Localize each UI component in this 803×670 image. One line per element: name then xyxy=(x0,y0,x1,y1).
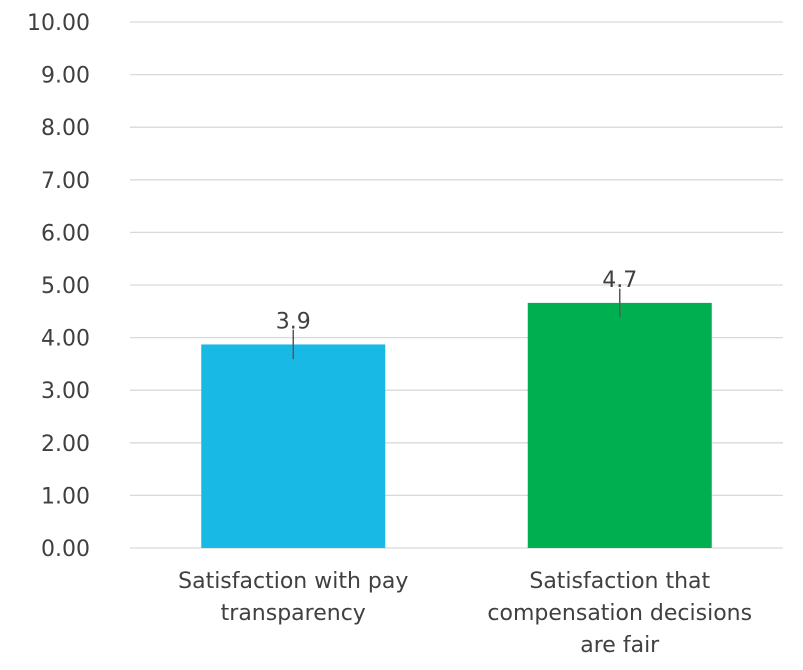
data-labels: 3.9 4.7 xyxy=(276,268,638,335)
x-category-label-line: Satisfaction with pay xyxy=(178,569,408,594)
error-bars xyxy=(292,288,621,360)
y-tick-label: 0.00 xyxy=(41,537,90,562)
y-tick-label: 7.00 xyxy=(41,169,90,194)
y-axis-tick-labels: 0.00 1.00 2.00 3.00 4.00 5.00 6.00 7.00 8.00 9.00… xyxy=(27,11,90,562)
y-tick-label: 4.00 xyxy=(41,327,90,352)
x-category-label: Satisfaction that compensation decisions a… xyxy=(487,569,752,658)
data-label: 3.9 xyxy=(276,309,311,334)
x-category-label-line: transparency xyxy=(221,601,366,626)
y-tick-label: 1.00 xyxy=(41,484,90,509)
y-tick-label: 10.00 xyxy=(27,11,90,36)
x-category-label-line: Satisfaction that xyxy=(529,569,710,594)
x-category-label: Satisfaction with pay transparency xyxy=(178,569,408,626)
data-label: 4.7 xyxy=(602,268,637,293)
y-tick-label: 6.00 xyxy=(41,221,90,246)
bar xyxy=(201,344,386,548)
x-category-label-line: compensation decisions xyxy=(487,601,752,626)
y-tick-label: 9.00 xyxy=(41,64,90,89)
x-category-label-line: are fair xyxy=(580,633,660,658)
y-tick-label: 5.00 xyxy=(41,274,90,299)
bar xyxy=(527,302,712,548)
y-tick-label: 8.00 xyxy=(41,116,90,141)
y-tick-label: 3.00 xyxy=(41,379,90,404)
x-axis-category-labels: Satisfaction with pay transparencySatisfa… xyxy=(178,569,752,658)
bars xyxy=(201,302,712,548)
y-tick-label: 2.00 xyxy=(41,432,90,457)
